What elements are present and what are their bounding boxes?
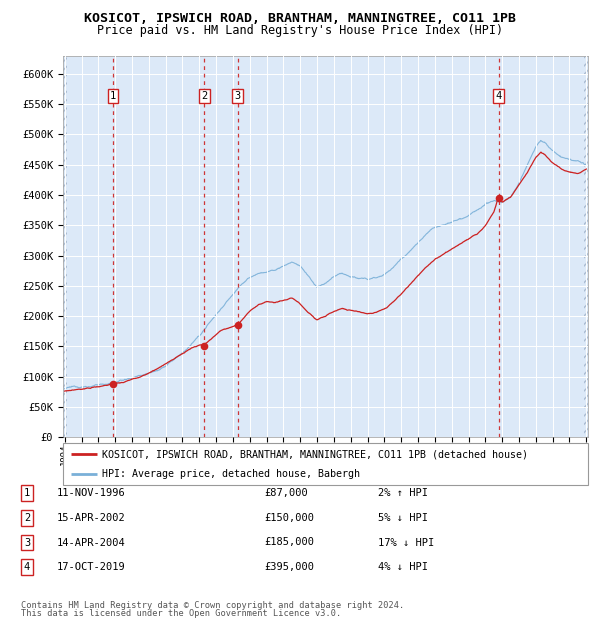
Text: This data is licensed under the Open Government Licence v3.0.: This data is licensed under the Open Gov… [21,609,341,618]
Text: £150,000: £150,000 [264,513,314,523]
Text: 17% ↓ HPI: 17% ↓ HPI [378,538,434,547]
Text: 5% ↓ HPI: 5% ↓ HPI [378,513,428,523]
Text: 3: 3 [235,91,241,101]
Text: 1: 1 [24,488,30,498]
Text: 2: 2 [24,513,30,523]
Text: 15-APR-2002: 15-APR-2002 [57,513,126,523]
Text: 4: 4 [24,562,30,572]
Text: 4% ↓ HPI: 4% ↓ HPI [378,562,428,572]
Text: £395,000: £395,000 [264,562,314,572]
Text: 11-NOV-1996: 11-NOV-1996 [57,488,126,498]
Text: £185,000: £185,000 [264,538,314,547]
Text: 3: 3 [24,538,30,547]
Text: Price paid vs. HM Land Registry's House Price Index (HPI): Price paid vs. HM Land Registry's House … [97,24,503,37]
Text: 2% ↑ HPI: 2% ↑ HPI [378,488,428,498]
FancyBboxPatch shape [63,443,588,485]
Text: KOSICOT, IPSWICH ROAD, BRANTHAM, MANNINGTREE, CO11 1PB (detached house): KOSICOT, IPSWICH ROAD, BRANTHAM, MANNING… [103,450,529,459]
Text: HPI: Average price, detached house, Babergh: HPI: Average price, detached house, Babe… [103,469,361,479]
Text: 2: 2 [201,91,208,101]
Text: 17-OCT-2019: 17-OCT-2019 [57,562,126,572]
Text: 1: 1 [110,91,116,101]
Text: 14-APR-2004: 14-APR-2004 [57,538,126,547]
Text: £87,000: £87,000 [264,488,308,498]
Text: 4: 4 [496,91,502,101]
Text: Contains HM Land Registry data © Crown copyright and database right 2024.: Contains HM Land Registry data © Crown c… [21,601,404,609]
Text: KOSICOT, IPSWICH ROAD, BRANTHAM, MANNINGTREE, CO11 1PB: KOSICOT, IPSWICH ROAD, BRANTHAM, MANNING… [84,12,516,25]
